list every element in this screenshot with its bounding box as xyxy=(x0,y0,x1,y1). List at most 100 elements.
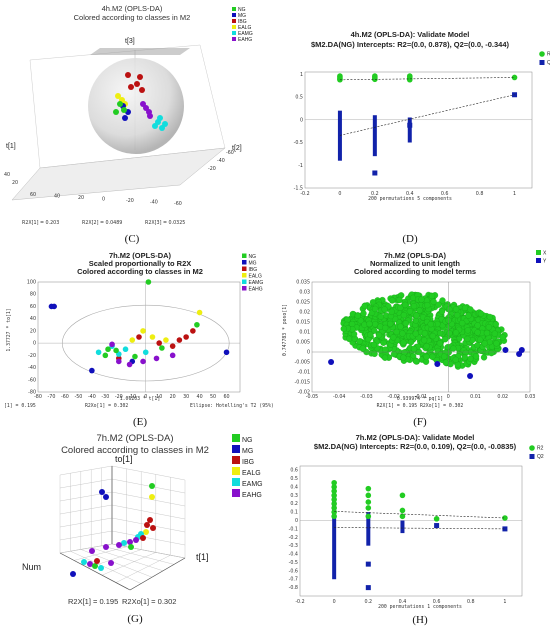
x-tick-label: 0 xyxy=(338,191,341,197)
panel-g-axis-label-t1: t[1] xyxy=(196,552,209,562)
y-tick-label: -0.3 xyxy=(289,543,298,549)
x-loading-point xyxy=(474,329,481,336)
legend-swatch-ng xyxy=(232,7,236,11)
panel-c-title: 4h.M2 (OPLS-DA) xyxy=(102,4,163,13)
x-tick-label: 0 xyxy=(333,599,336,605)
legend-swatch-mg xyxy=(232,445,240,453)
panel-g-footer-r2xo: R2Xo[1] = 0.302 xyxy=(122,597,176,606)
r2-point xyxy=(372,76,378,83)
panel-c-axis-label-t2: t[2] xyxy=(232,145,242,152)
x-loading-point xyxy=(418,296,425,303)
x-loading-point xyxy=(499,334,506,341)
x-tick-label: 1 xyxy=(503,599,506,605)
legend-label-ibg: IBG xyxy=(242,459,254,466)
legend-label-ng: NG xyxy=(242,437,253,444)
score-point-ng xyxy=(117,101,123,107)
grid-line xyxy=(59,465,113,476)
plot-frame xyxy=(299,465,523,597)
x-loading-point xyxy=(467,355,474,362)
panel-h-subtitle: $M2.DA(NG) Intercepts: R2=(0.0, 0.109), … xyxy=(314,442,517,451)
x-tick-label: -60 xyxy=(61,394,69,400)
x-loading-point xyxy=(427,321,434,328)
y-tick-label: 1 xyxy=(300,72,303,78)
grid-line xyxy=(73,546,127,561)
score-point-ibg xyxy=(94,558,100,564)
score-point-mg xyxy=(89,367,95,374)
score-point-eamg xyxy=(81,559,87,565)
legend-swatch-eamg xyxy=(242,279,247,284)
y-loading-point xyxy=(518,347,525,353)
y-tick-label: -0.015 xyxy=(295,380,310,386)
q2-bar xyxy=(366,512,371,546)
panel-e-xlabel: 1.06203 * t[1] xyxy=(120,396,160,402)
x-loading-point xyxy=(485,324,493,331)
q2-regression-line xyxy=(339,94,515,136)
x-loading-point xyxy=(400,354,407,361)
legend-swatch-ealg xyxy=(232,467,240,475)
panel-f: 7h.M2 (OPLS-DA) Normalized to unit lengt… xyxy=(282,250,547,428)
panel-d: 4h.M2 (OPLS-DA): Validate Model $M2.DA(N… xyxy=(294,30,550,245)
legend-swatch-x xyxy=(536,250,541,255)
q2-point xyxy=(365,585,371,591)
y-loading-point xyxy=(467,373,474,379)
tick-label: 40 xyxy=(54,194,60,200)
panel-c-footer-r2x1: R2X[1] = 0.203 xyxy=(22,220,59,226)
x-loading-point xyxy=(380,339,387,346)
x-loading-point xyxy=(442,359,450,366)
x-tick-label: -0.2 xyxy=(300,191,309,197)
x-loading-point xyxy=(441,353,448,360)
x-tick-label: 0.4 xyxy=(406,191,414,197)
tick-label: 40 xyxy=(4,172,10,178)
grid-line xyxy=(111,530,186,546)
x-loading-point xyxy=(393,328,400,336)
y-tick-label: 0.4 xyxy=(290,484,298,490)
x-loading-point xyxy=(407,339,415,346)
tick-label: -40 xyxy=(217,158,225,164)
score-point-eamg xyxy=(98,565,104,571)
x-loading-point xyxy=(402,301,409,308)
x-loading-point xyxy=(486,313,494,321)
q2-point xyxy=(434,523,440,529)
x-tick-label: -70 xyxy=(48,394,56,400)
score-point-ealg xyxy=(163,337,169,343)
grid-line xyxy=(115,555,171,583)
panel-g-axis-label-to1: to[1] xyxy=(115,454,133,464)
panel-f-ylabel: 0.747783 * poso[1] xyxy=(282,304,288,356)
x-loading-point xyxy=(476,336,484,343)
panel-c-axis-label-t1: t[1] xyxy=(6,143,16,150)
score-point-mg xyxy=(51,303,57,310)
tick-label: -20 xyxy=(208,166,216,172)
panel-e-ylabel: 1.37727 * to[1] xyxy=(6,308,12,351)
panel-g-caption: (G) xyxy=(127,613,143,625)
score-point-ibg xyxy=(183,334,189,340)
y-tick-label: -0.5 xyxy=(289,560,298,566)
tick-label: -20 xyxy=(126,198,134,204)
r2-point xyxy=(502,515,508,521)
panel-d-xlabel: 200 permutations 5 components xyxy=(368,196,452,202)
x-loading-point xyxy=(461,304,469,312)
x-loading-point xyxy=(400,339,407,346)
x-loading-point xyxy=(464,327,472,334)
q2-regression-line xyxy=(334,527,505,530)
x-loading-point xyxy=(340,325,347,332)
panel-c-subtitle: Colored according to classes in M2 xyxy=(74,13,191,22)
y-tick-label: 0.2 xyxy=(290,501,298,507)
score-point-ibg xyxy=(190,328,196,334)
y-tick-label: 0.02 xyxy=(299,310,310,316)
q2-bar xyxy=(372,115,377,157)
x-loading-point xyxy=(397,323,404,330)
y-tick-label: -20 xyxy=(28,353,36,359)
legend-label-ng: NG xyxy=(238,7,246,13)
legend-r2-marker xyxy=(529,445,535,451)
x-loading-point xyxy=(413,358,420,365)
legend-label-ibg: IBG xyxy=(238,19,247,25)
x-loading-point xyxy=(436,340,444,347)
x-loading-point xyxy=(356,338,363,345)
score-point-eahg xyxy=(153,355,160,362)
x-loading-point xyxy=(481,340,488,347)
r2-regression-line xyxy=(339,77,515,81)
y-tick-label: -0.02 xyxy=(298,390,310,396)
x-tick-label: 30 xyxy=(183,394,189,400)
legend-swatch-ng xyxy=(232,434,240,442)
